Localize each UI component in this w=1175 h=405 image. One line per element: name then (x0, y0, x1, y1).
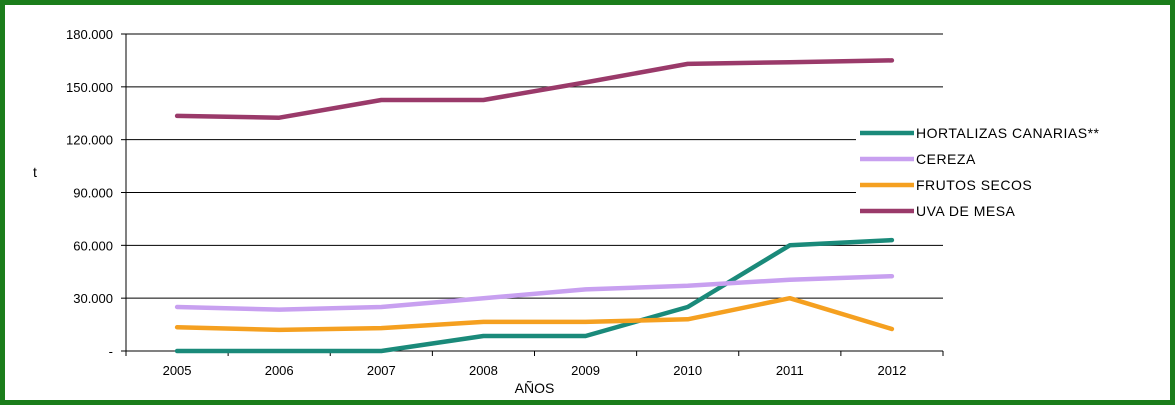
series-line-2 (174, 273, 895, 312)
x-tick-label: 2009 (571, 363, 600, 378)
x-tick-label: 2007 (367, 363, 396, 378)
legend-label: FRUTOS SECOS (916, 177, 1032, 193)
y-axis-title: t (33, 164, 37, 180)
legend: HORTALIZAS CANARIAS** CEREZA FRUTOS SECOS U… (860, 125, 1100, 219)
legend-label: UVA DE MESA (916, 203, 1016, 219)
y-tick-label: 30.000 (73, 291, 113, 306)
y-tick-labels: - 30.000 60.000 90.000 120.000 150.000 180.000 (66, 27, 113, 359)
y-tick-label: 180.000 (66, 27, 113, 42)
x-axis-title: AÑOS (515, 380, 555, 396)
x-tick-label: 2006 (265, 363, 294, 378)
line-chart: - 30.000 60.000 90.000 120.000 150.000 180.000… (33, 27, 1156, 396)
y-tick-label: 60.000 (73, 238, 113, 253)
x-tick-label: 2008 (469, 363, 498, 378)
y-tick-label: 120.000 (66, 133, 113, 148)
series-lines (174, 58, 895, 354)
series-line-1 (174, 237, 895, 354)
y-tick-label: 90.000 (73, 186, 113, 201)
series-line-3 (174, 295, 895, 333)
x-tick-label: 2010 (673, 363, 702, 378)
y-tick-label: 150.000 (66, 80, 113, 95)
legend-box (856, 118, 1156, 226)
x-tick-label: 2012 (877, 363, 906, 378)
series-line-4 (174, 58, 895, 120)
x-tick-label: 2011 (776, 363, 804, 378)
y-tick-label: - (109, 344, 113, 359)
x-tick-labels: 2005 2006 2007 2008 2009 2010 2011 2012 (163, 363, 907, 378)
x-tick-label: 2005 (163, 363, 192, 378)
legend-label: CEREZA (916, 151, 976, 167)
legend-label: HORTALIZAS CANARIAS** (916, 125, 1100, 141)
gridlines (126, 33, 943, 299)
